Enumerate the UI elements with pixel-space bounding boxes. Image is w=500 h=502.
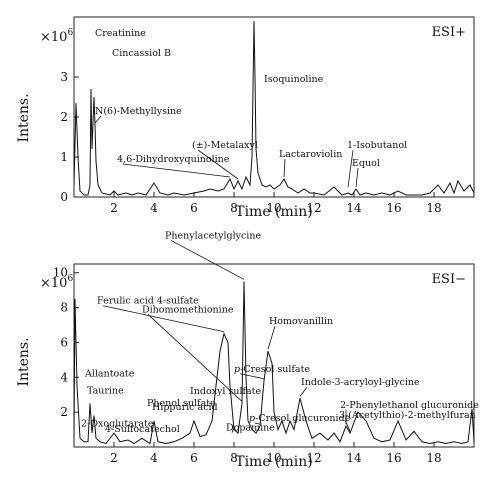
x-tick-label: 6 xyxy=(190,451,198,465)
annotation-leader-line xyxy=(231,427,235,433)
annotation-leader-line xyxy=(283,158,286,178)
x-tick-label: 8 xyxy=(230,451,238,465)
peak-annotation: (±)-Metalaxyl xyxy=(192,140,258,151)
y-tick-label: 3 xyxy=(60,70,68,84)
x-tick-label: 2 xyxy=(110,451,118,465)
panel-esi-positive: ×106 ESI+ Intens. Time (min) 2 4 6 8 10 12 14 1… xyxy=(16,16,475,220)
peak-annotation: Indole-3-acryloyl-glycine xyxy=(301,377,420,388)
panel-esi-negative: ×106 ESI− Intens. Time (min) 2 4 6 8 10 12 14 1… xyxy=(16,230,479,470)
y-tick-label: 0 xyxy=(60,190,68,204)
x-axis-label: Time (min) xyxy=(235,204,313,220)
annotation-leader-line xyxy=(299,386,308,397)
chromatogram-trace-esi-negative xyxy=(73,281,475,445)
ionization-mode-label: ESI− xyxy=(432,272,466,287)
annotation-leader-line xyxy=(122,163,231,178)
annotation-leader-line xyxy=(147,314,243,402)
y-axis-label: Intens. xyxy=(16,337,32,386)
chromatogram-trace-esi-positive xyxy=(73,20,475,196)
peak-annotation: Creatinine xyxy=(95,28,146,39)
y-tick-label: 6 xyxy=(60,335,68,349)
peak-annotation: Lactaroviolin xyxy=(279,149,342,160)
peak-annotation: Ferulic acid 4-sulfate xyxy=(97,296,199,307)
y-axis-label: Intens. xyxy=(16,93,32,142)
annotation-leader-line xyxy=(197,149,239,180)
peak-annotation: Taurine xyxy=(87,386,124,397)
y-tick-label: 4 xyxy=(60,370,68,384)
y-tick-label: 2 xyxy=(60,405,68,419)
annotation-leader-line xyxy=(267,326,276,350)
x-tick-label: 18 xyxy=(426,201,441,215)
y-tick-label: 8 xyxy=(60,301,68,315)
x-tick-label: 6 xyxy=(190,201,198,215)
x-tick-label: 14 xyxy=(346,451,362,465)
y-multiplier: ×106 xyxy=(40,28,73,45)
annotation-leader-line xyxy=(347,149,354,188)
x-axis-label: Time (min) xyxy=(235,454,313,470)
peak-annotation: Dopamine xyxy=(226,423,275,434)
ionization-mode-label: ESI+ xyxy=(432,25,466,40)
annotation-leader-line xyxy=(239,373,265,380)
annotation-leader-line xyxy=(254,422,261,425)
x-tick-label: 12 xyxy=(306,201,321,215)
peak-annotation: Isoquinoline xyxy=(264,74,324,85)
peak-annotation: Dihomomethionine xyxy=(142,304,234,315)
peak-annotation: Hippuric acid xyxy=(152,402,218,413)
x-tick-label: 16 xyxy=(386,201,401,215)
peak-annotation: 3-(Acetylthio)-2-methylfuran xyxy=(339,410,476,421)
x-tick-label: 18 xyxy=(426,451,441,465)
annotation-leader-line xyxy=(102,305,225,333)
peak-annotation: Phenylacetylglycine xyxy=(165,230,261,241)
x-tick-label: 2 xyxy=(110,201,118,215)
peak-annotation: 2-Oxoglutarate xyxy=(81,418,154,429)
annotation-leader-line xyxy=(94,115,102,124)
x-tick-label: 10 xyxy=(266,451,281,465)
annotation-leader-line xyxy=(355,167,359,188)
x-tick-label: 8 xyxy=(230,201,238,215)
peak-annotation: Phenol sulfate xyxy=(147,398,216,409)
peak-annotation: 4,6-Dihydroxyquinoline xyxy=(117,154,230,165)
peak-annotation: Homovanillin xyxy=(269,316,333,327)
x-tick-label: 4 xyxy=(150,201,158,215)
x-tick-label: 10 xyxy=(266,201,281,215)
peak-annotation: Allantoate xyxy=(84,368,135,379)
peak-annotation: 1-Isobutanol xyxy=(347,140,407,151)
x-tick-label: 12 xyxy=(306,451,321,465)
x-tick-label: 14 xyxy=(346,201,362,215)
peak-annotation: 4-Sulfocatechol xyxy=(105,424,180,435)
peak-annotation: N(6)-Methyllysine xyxy=(95,106,182,117)
peak-annotation: Cincassiol B xyxy=(112,48,171,59)
peak-annotation: p-Cresol glucuronide xyxy=(249,413,351,424)
peak-annotation: Indoxyl sulfate xyxy=(190,386,261,397)
annotation-leader-line xyxy=(170,240,245,280)
peak-annotation: p-Cresol sulfate xyxy=(234,364,310,375)
x-tick-label: 16 xyxy=(386,451,401,465)
peak-annotation: 2-Phenylethanol glucuronide xyxy=(340,400,479,411)
peak-annotation: Equol xyxy=(352,158,380,169)
y-tick-label: 10 xyxy=(53,266,68,280)
y-multiplier: ×106 xyxy=(40,274,73,291)
y-tick-label: 2 xyxy=(60,110,68,124)
y-tick-label: 1 xyxy=(60,150,68,164)
x-tick-label: 4 xyxy=(150,451,158,465)
annotation-leader-line xyxy=(344,419,351,432)
